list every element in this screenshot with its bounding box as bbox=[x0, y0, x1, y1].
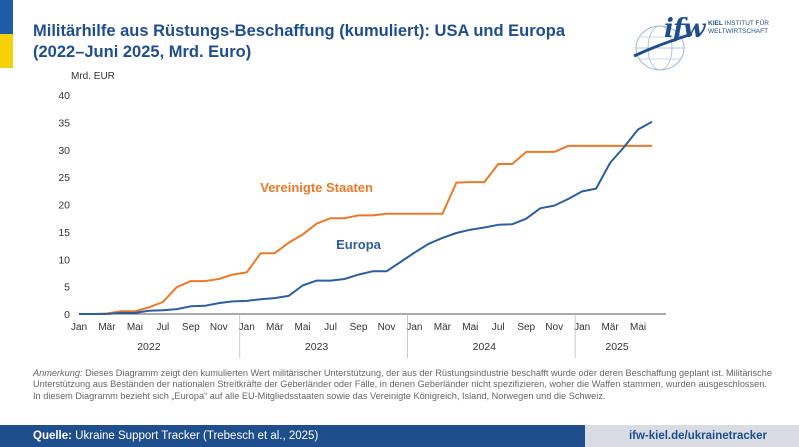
year-label: 2023 bbox=[305, 341, 329, 353]
year-label: 2025 bbox=[605, 341, 629, 353]
x-tick-label: Mai bbox=[127, 322, 143, 333]
y-axis-label: Mrd. EUR bbox=[71, 71, 115, 82]
x-tick-label: Sep bbox=[182, 322, 200, 333]
series-line-europe bbox=[79, 120, 653, 315]
note-lead: Anmerkung: bbox=[33, 368, 83, 378]
x-tick-label: Jan bbox=[71, 322, 87, 333]
y-tick-label: 35 bbox=[58, 117, 70, 129]
series-label-europe: Europa bbox=[336, 237, 382, 252]
logo-institute-name: KIEL INSTITUT FÜR WELTWIRTSCHAFT bbox=[708, 20, 769, 36]
footer-url[interactable]: ifw-kiel.de/ukrainetracker bbox=[585, 425, 799, 447]
year-label: 2024 bbox=[473, 341, 497, 353]
title-line-1: Militärhilfe aus Rüstungs-Beschaffung (k… bbox=[33, 22, 565, 40]
footer-source: Quelle: Ukraine Support Tracker (Trebesc… bbox=[0, 425, 585, 447]
x-tick-label: Jan bbox=[239, 322, 255, 333]
x-tick-label: Nov bbox=[210, 322, 228, 333]
ukraine-flag-yellow bbox=[0, 34, 13, 68]
x-tick-label: Jul bbox=[324, 322, 337, 333]
source-label: Quelle: bbox=[33, 430, 72, 442]
x-tick-label: Nov bbox=[378, 322, 396, 333]
x-tick-label: Jul bbox=[492, 322, 505, 333]
x-tick-label: Mär bbox=[98, 322, 116, 333]
chart-title: Militärhilfe aus Rüstungs-Beschaffung (k… bbox=[33, 21, 573, 63]
x-tick-label: Mai bbox=[630, 322, 646, 333]
year-label: 2022 bbox=[137, 341, 161, 353]
x-tick-label: Mai bbox=[462, 322, 478, 333]
ukraine-flag-blue bbox=[0, 0, 13, 34]
globe-icon bbox=[633, 25, 693, 71]
source-text: Ukraine Support Tracker (Trebesch et al.… bbox=[71, 430, 319, 442]
x-tick-label: Jan bbox=[406, 322, 422, 333]
x-tick-label: Mär bbox=[434, 322, 452, 333]
y-tick-label: 0 bbox=[64, 309, 70, 321]
chart-note: Anmerkung: Dieses Diagramm zeigt den kum… bbox=[33, 368, 773, 402]
y-tick-label: 40 bbox=[58, 90, 70, 102]
series-label-usa: Vereinigte Staaten bbox=[260, 180, 373, 195]
logo-line1-rest: INSTITUT FÜR bbox=[722, 20, 769, 27]
footer-url-text[interactable]: ifw-kiel.de/ukrainetracker bbox=[628, 430, 767, 442]
note-text: Dieses Diagramm zeigt den kumulierten We… bbox=[33, 368, 772, 401]
x-tick-label: Jan bbox=[574, 322, 590, 333]
y-tick-label: 25 bbox=[58, 172, 70, 184]
x-tick-label: Mär bbox=[601, 322, 619, 333]
x-tick-label: Sep bbox=[517, 322, 535, 333]
y-tick-label: 30 bbox=[58, 145, 70, 157]
x-tick-label: Mai bbox=[295, 322, 311, 333]
y-tick-label: 15 bbox=[58, 227, 70, 239]
x-tick-label: Sep bbox=[350, 322, 368, 333]
ifw-logo: ifw KIEL INSTITUT FÜR WELTWIRTSCHAFT bbox=[630, 14, 780, 74]
title-line-2: (2022–Juni 2025, Mrd. Euro) bbox=[33, 43, 252, 61]
logo-line2: WELTWIRTSCHAFT bbox=[708, 28, 769, 35]
y-tick-label: 10 bbox=[58, 254, 70, 266]
x-tick-label: Jul bbox=[156, 322, 169, 333]
x-tick-label: Nov bbox=[545, 322, 563, 333]
logo-wordmark: ifw bbox=[664, 14, 705, 44]
logo-kiel: KIEL bbox=[708, 20, 723, 27]
y-tick-label: 5 bbox=[64, 282, 70, 294]
series-line-usa bbox=[79, 144, 652, 315]
x-tick-label: Mär bbox=[266, 322, 284, 333]
y-tick-label: 20 bbox=[58, 200, 70, 212]
